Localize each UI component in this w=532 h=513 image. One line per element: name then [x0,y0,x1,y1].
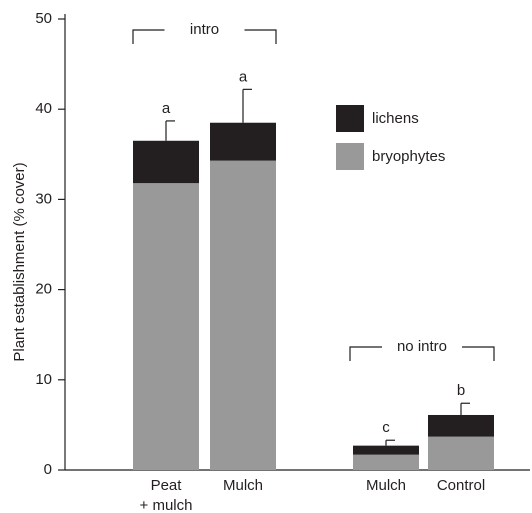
group-label: no intro [397,338,447,355]
bar-segment [133,140,199,184]
bar-segment [353,454,419,470]
bar-segment [210,160,276,470]
significance-letter: b [457,382,465,399]
x-tick-label: Mulch [365,477,406,494]
x-tick-label: Peat + mulch [139,477,193,513]
y-tick-label: 50 [35,10,52,27]
bar-segment [210,122,276,161]
significance-letter: c [382,419,390,436]
y-axis-label: Plant establishment (% cover) [11,162,28,361]
bar-segment [133,183,199,470]
y-tick-label: 10 [35,371,52,388]
error-bar [460,402,470,415]
y-tick-label: 0 [44,461,52,478]
error-bar [165,120,175,141]
x-tick-label: Mulch [222,477,263,494]
x-tick-label: Control [436,477,486,494]
group-bracket [132,29,277,44]
y-tick-label: 30 [35,190,52,207]
significance-letter: a [162,100,171,117]
legend-swatch [336,143,364,170]
legend-swatch [336,105,364,132]
y-tick-label: 40 [35,100,52,117]
bar-segment [428,414,494,437]
legend-label: lichens [372,110,419,127]
error-bar [242,88,252,123]
group-label: intro [190,21,219,38]
y-tick-label: 20 [35,281,52,298]
group-bracket [349,346,495,361]
legend-label: bryophytes [372,148,445,165]
bar-segment [353,445,419,455]
bar-segment [428,436,494,470]
significance-letter: a [239,68,248,85]
error-bar [385,439,395,446]
